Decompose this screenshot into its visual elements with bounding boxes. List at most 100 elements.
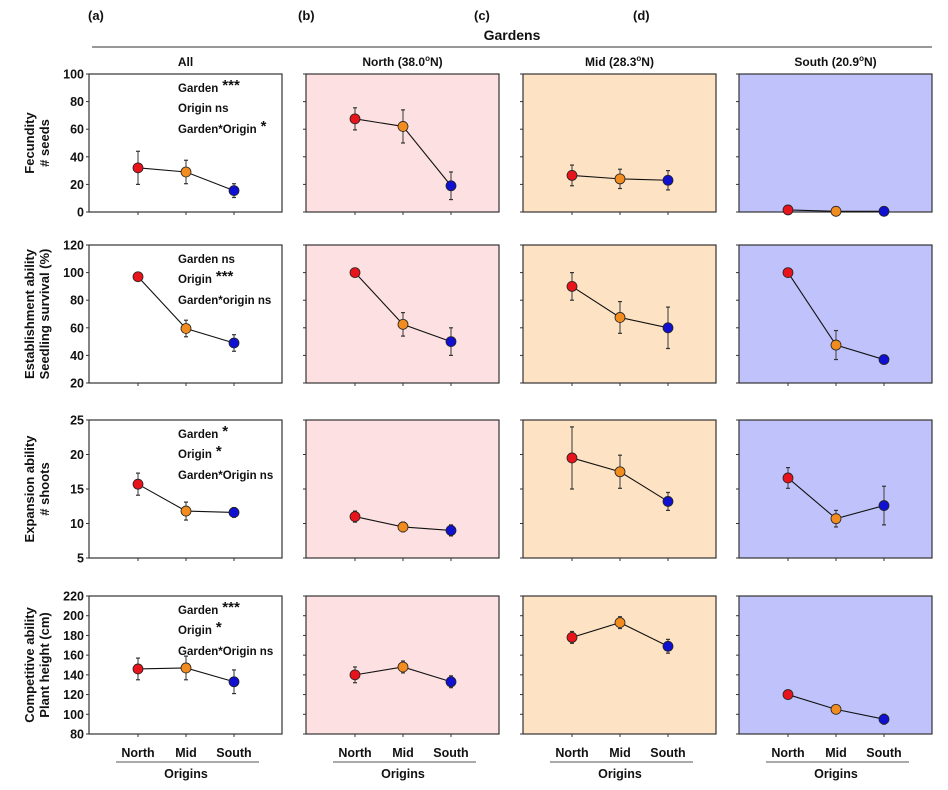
y-tick-label: 100 bbox=[63, 266, 84, 280]
panel-background bbox=[739, 245, 932, 383]
y-tick-label: 140 bbox=[63, 668, 84, 682]
data-point-mid bbox=[397, 521, 409, 533]
stats-annotation: Garden*Origin ns bbox=[178, 470, 273, 482]
data-point-north bbox=[349, 669, 361, 681]
data-point-north bbox=[132, 271, 144, 283]
panel-letter-c: (c) bbox=[474, 8, 490, 23]
panel-letter-a: (a) bbox=[88, 8, 104, 23]
stats-annotation: Origin * bbox=[178, 619, 222, 637]
data-point-mid bbox=[830, 339, 842, 351]
x-tick-label: North bbox=[771, 746, 804, 760]
data-point-mid bbox=[180, 323, 192, 334]
x-tick-label: South bbox=[650, 746, 685, 760]
data-point-mid bbox=[614, 617, 626, 629]
data-point-north bbox=[566, 632, 578, 643]
y-tick-label: 120 bbox=[63, 239, 84, 253]
data-point-south bbox=[445, 676, 457, 688]
stats-annotation: Garden*Origin * bbox=[178, 118, 267, 136]
stats-annotation: Garden ns bbox=[178, 254, 235, 266]
y-tick-label: 20 bbox=[70, 448, 84, 462]
data-point-mid bbox=[397, 318, 409, 330]
y-tick-label: 15 bbox=[70, 483, 84, 497]
panel-background bbox=[89, 74, 282, 212]
y-tick-label: 160 bbox=[63, 649, 84, 663]
data-point-mid bbox=[614, 466, 626, 478]
data-point-south bbox=[878, 713, 890, 725]
data-point-north bbox=[566, 452, 578, 464]
x-axis-title: Origins bbox=[164, 767, 208, 781]
data-point-south bbox=[445, 525, 457, 536]
x-tick-label: Mid bbox=[175, 746, 197, 760]
data-point-north bbox=[132, 478, 144, 490]
y-tick-label: 220 bbox=[63, 590, 84, 604]
y-tick-label: 120 bbox=[63, 688, 84, 702]
data-point-mid bbox=[180, 662, 192, 674]
data-point-north bbox=[349, 511, 361, 522]
gardens-title: Gardens bbox=[484, 27, 541, 43]
column-title-mid: Mid (28.3oN) bbox=[585, 54, 654, 69]
y-tick-label: 40 bbox=[70, 150, 84, 164]
panel-background bbox=[523, 74, 716, 212]
data-point-north bbox=[349, 267, 361, 279]
data-point-north bbox=[566, 280, 578, 292]
stats-annotation: Garden*Origin ns bbox=[178, 646, 273, 658]
data-point-south bbox=[228, 676, 240, 688]
data-point-south bbox=[445, 336, 457, 348]
panel-background bbox=[739, 74, 932, 212]
data-point-north bbox=[782, 204, 794, 216]
data-point-north bbox=[132, 663, 144, 675]
stats-annotation: Origin *** bbox=[178, 268, 234, 286]
panel-background bbox=[89, 420, 282, 558]
x-axis-title: Origins bbox=[814, 767, 858, 781]
data-point-mid bbox=[397, 121, 409, 132]
y-tick-label: 180 bbox=[63, 629, 84, 643]
x-tick-label: South bbox=[866, 746, 901, 760]
data-point-north bbox=[566, 170, 578, 181]
stats-annotation: Origin * bbox=[178, 443, 222, 461]
y-axis-label-line2: Seedling survival (%) bbox=[37, 249, 52, 380]
y-axis-label-line2: Plant height (cm) bbox=[37, 612, 52, 717]
x-tick-label: South bbox=[433, 746, 468, 760]
y-tick-label: 60 bbox=[70, 123, 84, 137]
stats-annotation: Garden *** bbox=[178, 599, 240, 617]
data-point-mid bbox=[614, 312, 626, 323]
data-point-mid bbox=[180, 505, 192, 517]
panel-background bbox=[739, 420, 932, 558]
x-tick-label: North bbox=[338, 746, 371, 760]
y-tick-label: 20 bbox=[70, 178, 84, 192]
y-tick-label: 5 bbox=[77, 552, 84, 566]
stats-annotation: Origin ns bbox=[178, 103, 228, 115]
panel-background bbox=[306, 420, 499, 558]
data-point-south bbox=[228, 185, 240, 197]
data-point-north bbox=[782, 472, 794, 484]
data-point-mid bbox=[830, 205, 842, 217]
data-point-south bbox=[878, 205, 890, 217]
y-tick-label: 40 bbox=[70, 349, 84, 363]
data-point-south bbox=[662, 322, 674, 334]
data-point-south bbox=[878, 500, 890, 511]
data-point-mid bbox=[180, 166, 192, 178]
data-point-south bbox=[445, 180, 457, 192]
x-tick-label: South bbox=[216, 746, 251, 760]
data-point-north bbox=[349, 113, 361, 125]
data-point-north bbox=[782, 689, 794, 700]
x-tick-label: Mid bbox=[825, 746, 847, 760]
y-tick-label: 60 bbox=[70, 321, 84, 335]
data-point-north bbox=[132, 162, 144, 174]
y-axis-label-line2: # seeds bbox=[37, 119, 52, 167]
y-tick-label: 100 bbox=[63, 708, 84, 722]
stats-annotation: Garden*origin ns bbox=[178, 295, 271, 307]
data-point-mid bbox=[830, 513, 842, 525]
stats-annotation: Garden *** bbox=[178, 77, 240, 95]
y-axis-label-line1: Establishment ability bbox=[22, 248, 37, 379]
plots-grid: All North (38.0oN) Mid (28.3oN) South (20.9… bbox=[22, 54, 933, 781]
stats-annotation: Garden * bbox=[178, 423, 228, 441]
data-point-mid bbox=[397, 661, 409, 673]
y-tick-label: 100 bbox=[63, 68, 84, 82]
data-point-mid bbox=[830, 703, 842, 715]
y-tick-label: 80 bbox=[70, 728, 84, 742]
data-point-north bbox=[782, 267, 794, 279]
data-point-south bbox=[228, 337, 240, 349]
panel-letter-b: (b) bbox=[298, 8, 315, 23]
